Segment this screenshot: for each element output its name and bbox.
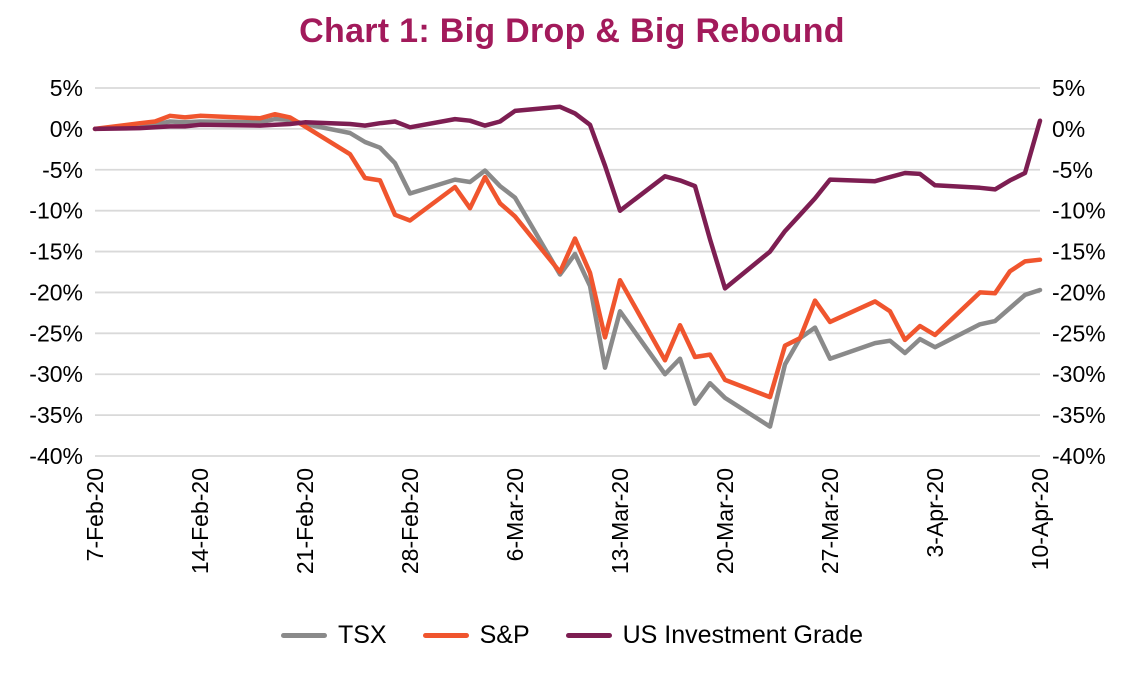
legend-label-tsx: TSX <box>337 621 387 649</box>
y-axis-tick-label-right: -25% <box>1052 320 1106 346</box>
y-axis-tick-label-left: -30% <box>29 361 83 387</box>
x-axis-tick-label: 21-Feb-20 <box>292 468 318 574</box>
series-line-us-investment-grade <box>92 104 1043 291</box>
y-axis-tick-label-left: -35% <box>29 402 83 428</box>
x-axis-tick-label: 7-Feb-20 <box>82 468 108 561</box>
x-axis-tick-label: 20-Mar-20 <box>712 468 738 574</box>
y-axis-tick-label-left: -40% <box>29 443 83 469</box>
y-axis-tick-label-right: -10% <box>1052 198 1106 224</box>
y-axis-tick-label-right: -15% <box>1052 239 1106 265</box>
chart-container: Chart 1: Big Drop & Big Rebound 5% 5% 0% 0%… <box>0 12 1144 694</box>
y-axis-tick-label-right: -35% <box>1052 402 1106 428</box>
chart-plot: 5% 5% 0% 0% -5% -5% -10% -10% -15% -15% -20% -20% -2… <box>29 75 1106 574</box>
x-axis-tick-label: 28-Feb-20 <box>397 468 423 574</box>
legend-swatch-us-investment-grade <box>565 633 612 638</box>
y-axis-tick-label-right: -30% <box>1052 361 1106 387</box>
series-line-s-p <box>92 111 1043 400</box>
x-axis-tick-label: 3-Apr-20 <box>922 468 948 557</box>
y-axis-tick-label-right: 0% <box>1052 116 1085 142</box>
x-axis-tick-label: 10-Apr-20 <box>1027 468 1053 570</box>
legend-label-us-investment-grade: US Investment Grade <box>622 621 864 649</box>
y-axis-tick-label-right: -20% <box>1052 279 1106 305</box>
y-axis-tick-label-left: -25% <box>29 320 83 346</box>
x-axis-tick-label: 27-Mar-20 <box>817 468 843 574</box>
legend-label-sp: S&P <box>479 621 530 649</box>
legend-swatch-sp <box>422 633 469 638</box>
y-axis-tick-label-right: -5% <box>1052 157 1093 183</box>
y-axis-tick-label-left: 5% <box>50 75 83 101</box>
legend-swatch-tsx <box>280 633 327 638</box>
chart-legend: TSX S&P US Investment Grade <box>0 621 1144 650</box>
x-axis-tick-label: 14-Feb-20 <box>187 468 213 574</box>
x-axis-tick-label: 6-Mar-20 <box>502 468 528 561</box>
y-axis-tick-label-left: -15% <box>29 239 83 265</box>
legend-item-sp: S&P <box>422 621 530 650</box>
y-axis-tick-label-left: -10% <box>29 198 83 224</box>
legend-item-tsx: TSX <box>280 621 387 650</box>
chart-title: Chart 1: Big Drop & Big Rebound <box>299 12 845 50</box>
y-axis-tick-label-left: -20% <box>29 279 83 305</box>
y-axis-tick-label-right: 5% <box>1052 75 1085 101</box>
series-line-tsx <box>92 116 1043 429</box>
y-axis-tick-label-left: 0% <box>50 116 83 142</box>
legend-item-us-investment-grade: US Investment Grade <box>565 621 864 650</box>
y-axis-tick-label-right: -40% <box>1052 443 1106 469</box>
x-axis-tick-label: 13-Mar-20 <box>607 468 633 574</box>
y-axis-tick-label-left: -5% <box>42 157 83 183</box>
